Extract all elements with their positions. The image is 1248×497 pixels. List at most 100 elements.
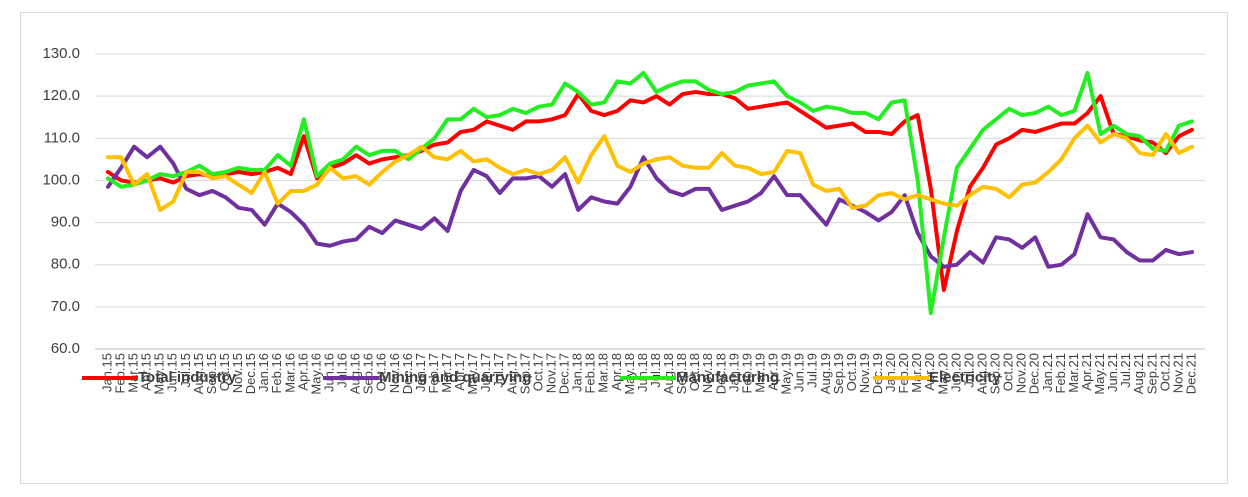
x-tick-label: Jan.18 — [570, 353, 585, 392]
x-tick-label: Apr.16 — [295, 353, 310, 391]
x-tick-label: Oct.21 — [1157, 353, 1172, 391]
x-tick-label: Aug.17 — [504, 353, 519, 394]
series-line — [106, 144, 1194, 269]
x-tick-label: Mar.16 — [282, 353, 297, 393]
x-tick-label: Feb.18 — [583, 353, 598, 393]
x-tick-label: May.19 — [779, 353, 794, 395]
x-tick-label: Oct.18 — [687, 353, 702, 391]
x-tick-label: Jan.20 — [883, 353, 898, 392]
legend-label: Mining and quarrying — [379, 369, 532, 386]
x-tick-label: May.21 — [1092, 353, 1107, 395]
x-tick-label: Mar.15 — [126, 353, 141, 393]
y-tick-label: 70.0 — [51, 298, 80, 315]
x-tick-label: Oct.17 — [530, 353, 545, 391]
x-tick-label: Sep.17 — [517, 353, 532, 394]
x-tick-label: Nov.19 — [857, 353, 872, 393]
series-line — [106, 123, 1194, 212]
x-tick-label: Apr.21 — [1079, 353, 1094, 391]
x-tick-label: Nov.18 — [700, 353, 715, 393]
x-tick-label: Jul.17 — [491, 353, 506, 388]
x-tick-label: Mar.18 — [596, 353, 611, 393]
x-tick-label: Mar.17 — [439, 353, 454, 393]
y-tick-label: 120.0 — [42, 87, 80, 104]
y-tick-label: 100.0 — [42, 171, 80, 188]
x-tick-label: Jun.17 — [478, 353, 493, 392]
x-tick-label: Oct.19 — [844, 353, 859, 391]
x-tick-label: Dec.21 — [1183, 353, 1198, 394]
x-tick-label: Aug.21 — [1131, 353, 1146, 394]
x-tick-label: Mar.20 — [909, 353, 924, 393]
x-tick-label: Jan.17 — [413, 353, 428, 392]
x-tick-label: Sep.21 — [1144, 353, 1159, 394]
x-tick-label: Dec.17 — [557, 353, 572, 394]
x-tick-label: Feb.20 — [896, 353, 911, 393]
x-tick-label: Jul.15 — [178, 353, 193, 388]
x-tick-label: Apr.15 — [139, 353, 154, 391]
x-tick-label: May.16 — [308, 353, 323, 395]
x-tick-label: Sep.16 — [361, 353, 376, 394]
x-tick-label: Aug.19 — [818, 353, 833, 394]
x-tick-label: Apr.17 — [452, 353, 467, 391]
x-tick-label: Jun.16 — [321, 353, 336, 392]
x-tick-label: Jan.15 — [99, 353, 114, 392]
x-tick-label: Sep.18 — [674, 353, 689, 394]
x-tick-label: Apr.20 — [922, 353, 937, 391]
x-tick-label: Sep.19 — [831, 353, 846, 394]
x-tick-label: Dec.20 — [1027, 353, 1042, 394]
series-line — [106, 89, 1194, 292]
y-tick-label: 90.0 — [51, 214, 80, 231]
x-tick-label: Jul.20 — [961, 353, 976, 388]
x-tick-label: Aug.15 — [191, 353, 206, 394]
x-tick-label: Sep.15 — [204, 353, 219, 394]
chart-border — [20, 12, 1228, 484]
x-tick-label: Jul.19 — [805, 353, 820, 388]
x-tick-label: Feb.19 — [739, 353, 754, 393]
x-tick-label: Apr.19 — [766, 353, 781, 391]
y-tick-label: 110.0 — [44, 129, 80, 146]
x-tick-label: Aug.16 — [348, 353, 363, 394]
x-tick-label: Feb.21 — [1053, 353, 1068, 393]
legend-label: Electricity — [929, 369, 1001, 386]
x-tick-label: May.18 — [622, 353, 637, 395]
x-tick-label: May.20 — [935, 353, 950, 395]
x-tick-label: Jun.15 — [165, 353, 180, 392]
x-tick-label: Jun.18 — [635, 353, 650, 392]
x-tick-label: Oct.20 — [1001, 353, 1016, 391]
series-line — [106, 70, 1194, 316]
x-tick-label: Sep.20 — [988, 353, 1003, 394]
x-tick-label: Apr.18 — [609, 353, 624, 391]
legend-label: Total industry — [138, 369, 237, 386]
x-tick-label: Aug.20 — [974, 353, 989, 394]
x-tick-label: Jan.21 — [1040, 353, 1055, 392]
y-tick-label: 80.0 — [51, 256, 80, 273]
x-tick-label: Nov.15 — [230, 353, 245, 393]
x-tick-label: Dec.15 — [243, 353, 258, 394]
x-tick-label: Feb.16 — [269, 353, 284, 393]
x-tick-label: May.15 — [152, 353, 167, 395]
x-tick-label: Dec.19 — [870, 353, 885, 394]
x-tick-label: Feb.15 — [112, 353, 127, 393]
y-tick-label: 60.0 — [51, 340, 80, 357]
x-tick-label: Jun.21 — [1105, 353, 1120, 392]
x-tick-label: Mar.19 — [752, 353, 767, 393]
x-tick-label: Jan.19 — [726, 353, 741, 392]
x-tick-label: Dec.18 — [713, 353, 728, 394]
x-tick-label: Nov.17 — [543, 353, 558, 393]
x-tick-label: Jun.20 — [948, 353, 963, 392]
x-tick-label: Oct.15 — [217, 353, 232, 391]
y-tick-label: 130.0 — [42, 45, 80, 62]
x-tick-label: Feb.17 — [426, 353, 441, 393]
x-tick-label: Nov.21 — [1170, 353, 1185, 393]
x-tick-label: Dec.16 — [400, 353, 415, 394]
x-tick-label: Oct.16 — [374, 353, 389, 391]
x-tick-label: Jul.21 — [1118, 353, 1133, 388]
x-tick-label: Nov.20 — [1014, 353, 1029, 393]
x-tick-label: Jan.16 — [256, 353, 271, 392]
x-tick-label: Aug.18 — [661, 353, 676, 394]
legend-label: Manufacturing — [676, 369, 779, 386]
x-tick-label: Jun.19 — [792, 353, 807, 392]
x-tick-label: Mar.21 — [1066, 353, 1081, 393]
x-tick-label: May.17 — [465, 353, 480, 395]
